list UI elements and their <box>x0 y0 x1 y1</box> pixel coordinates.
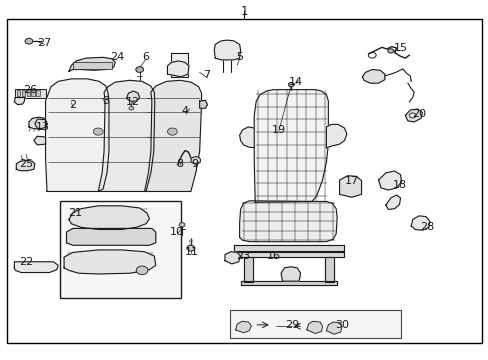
Polygon shape <box>281 267 300 281</box>
Bar <box>36 90 40 96</box>
Text: 19: 19 <box>271 125 285 135</box>
Text: 16: 16 <box>266 251 280 261</box>
Polygon shape <box>34 136 45 145</box>
Polygon shape <box>235 321 251 333</box>
Polygon shape <box>254 90 328 202</box>
Circle shape <box>136 67 143 72</box>
Polygon shape <box>167 61 188 77</box>
Text: 8: 8 <box>176 159 183 169</box>
Circle shape <box>25 39 33 44</box>
Bar <box>15 89 45 98</box>
Text: 24: 24 <box>110 52 124 62</box>
Polygon shape <box>233 252 344 257</box>
Polygon shape <box>45 79 109 192</box>
Text: 26: 26 <box>23 85 37 95</box>
Polygon shape <box>385 195 400 210</box>
Text: 23: 23 <box>236 251 250 261</box>
Circle shape <box>186 245 194 251</box>
Text: 13: 13 <box>36 122 49 132</box>
Bar <box>229 310 400 338</box>
Text: 5: 5 <box>236 52 243 62</box>
Polygon shape <box>69 57 115 71</box>
Circle shape <box>93 128 103 135</box>
Circle shape <box>167 128 177 135</box>
Polygon shape <box>14 98 25 105</box>
Text: 1: 1 <box>240 5 248 18</box>
Polygon shape <box>240 281 336 285</box>
Circle shape <box>179 223 184 227</box>
Polygon shape <box>410 216 429 230</box>
Polygon shape <box>239 127 254 148</box>
Text: 17: 17 <box>344 176 358 186</box>
Polygon shape <box>14 262 58 273</box>
Polygon shape <box>405 109 422 122</box>
Circle shape <box>136 266 148 275</box>
Text: 15: 15 <box>393 43 407 53</box>
Bar <box>60 201 181 298</box>
Text: 14: 14 <box>288 77 302 87</box>
Polygon shape <box>16 160 35 171</box>
Bar <box>26 90 30 96</box>
Polygon shape <box>29 117 46 129</box>
Text: 27: 27 <box>38 38 52 48</box>
Polygon shape <box>233 245 344 251</box>
Bar <box>171 53 188 77</box>
Polygon shape <box>199 100 207 108</box>
Text: 10: 10 <box>170 227 184 237</box>
Text: 18: 18 <box>392 180 406 190</box>
Text: 20: 20 <box>411 109 425 120</box>
Polygon shape <box>35 119 45 130</box>
Text: 3: 3 <box>102 96 109 106</box>
Polygon shape <box>239 201 336 242</box>
Text: 30: 30 <box>334 320 348 329</box>
Polygon shape <box>326 322 341 334</box>
Polygon shape <box>339 176 361 197</box>
Circle shape <box>288 82 294 87</box>
Circle shape <box>387 49 393 53</box>
Polygon shape <box>306 321 322 333</box>
Text: 9: 9 <box>191 159 198 169</box>
Bar <box>17 90 20 96</box>
Bar <box>21 90 25 96</box>
Polygon shape <box>244 257 253 282</box>
Polygon shape <box>214 40 240 60</box>
Polygon shape <box>69 206 149 229</box>
Text: 12: 12 <box>126 97 140 107</box>
Polygon shape <box>64 250 156 274</box>
Polygon shape <box>144 80 201 192</box>
Text: 28: 28 <box>419 222 434 231</box>
Text: 6: 6 <box>142 52 149 62</box>
Text: 11: 11 <box>184 247 199 257</box>
Polygon shape <box>326 125 346 148</box>
Text: 29: 29 <box>285 320 299 329</box>
Text: 7: 7 <box>203 70 210 80</box>
Text: 2: 2 <box>69 100 76 110</box>
Bar <box>31 90 35 96</box>
Text: 4: 4 <box>181 106 188 116</box>
Polygon shape <box>362 69 384 83</box>
Text: 25: 25 <box>19 159 33 169</box>
Bar <box>73 62 112 69</box>
Polygon shape <box>126 91 140 101</box>
Circle shape <box>190 157 200 164</box>
Circle shape <box>129 107 134 110</box>
Polygon shape <box>378 171 401 190</box>
Text: 21: 21 <box>68 208 81 218</box>
Polygon shape <box>325 257 333 282</box>
Text: 22: 22 <box>19 257 33 267</box>
Polygon shape <box>98 80 155 192</box>
Polygon shape <box>224 252 240 264</box>
Polygon shape <box>66 228 156 245</box>
